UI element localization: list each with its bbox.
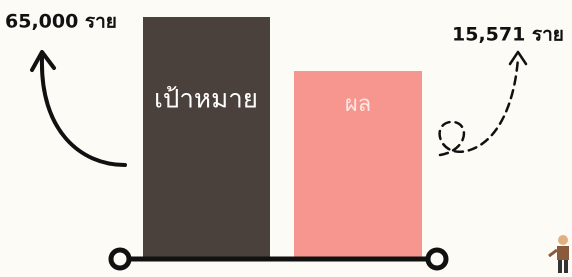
target-bar: [143, 17, 270, 259]
page: {"labels": {"target_value": "65,000 ราย"…: [0, 0, 572, 273]
result-bar-label: ผล: [345, 92, 371, 117]
target-bar-label: เป้าหมาย: [154, 85, 258, 115]
result-value: 15,571 ราย: [452, 24, 564, 46]
baseline-end: [428, 250, 446, 268]
target-value: 65,000 ราย: [5, 11, 117, 33]
infographic: เป้าหมาย ผล 65,000 ราย 15,571 ราย: [0, 0, 572, 273]
baseline-end: [111, 250, 129, 268]
